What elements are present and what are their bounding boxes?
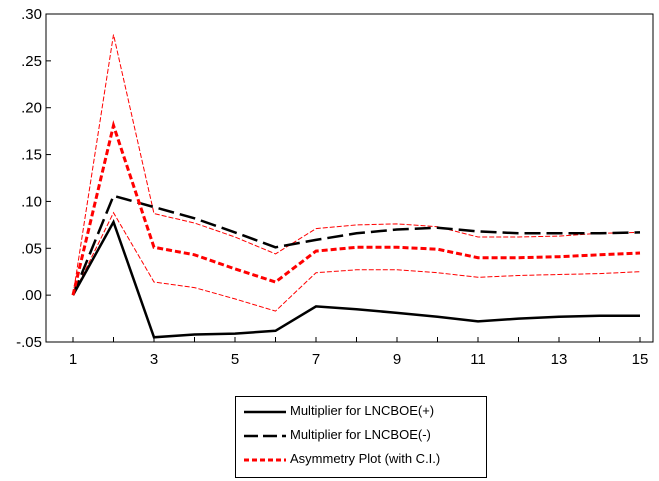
ci-lower-line xyxy=(73,213,640,311)
x-tick-label: 7 xyxy=(312,351,320,368)
x-tick-label: 13 xyxy=(551,351,568,368)
legend: Multiplier for LNCBOE(+) Multiplier for … xyxy=(235,396,487,478)
y-tick-label: .10 xyxy=(21,193,42,210)
x-tick-label: 5 xyxy=(231,351,239,368)
y-tick-label: .05 xyxy=(21,240,42,257)
y-tick-label: -.05 xyxy=(16,334,42,351)
x-tick-label: 11 xyxy=(470,351,486,368)
legend-item-negative: Multiplier for LNCBOE(-) xyxy=(236,426,486,446)
y-tick-label: .20 xyxy=(21,100,42,117)
y-tick-label: .15 xyxy=(21,147,42,164)
series-group xyxy=(73,35,640,338)
legend-swatch-longdash xyxy=(242,429,288,443)
y-tick-label: .25 xyxy=(21,53,42,70)
x-tick-label: 15 xyxy=(632,351,649,368)
y-tick-label: .30 xyxy=(21,6,42,23)
multiplier-chart: .30.25.20.15.10.05.00-.05 1 3 5 7 9 11 13 15 xyxy=(0,0,659,400)
legend-label: Asymmetry Plot (with C.I.) xyxy=(290,451,440,466)
legend-item-positive: Multiplier for LNCBOE(+) xyxy=(236,402,486,422)
legend-swatch-solid xyxy=(242,405,288,419)
y-tick-label: .00 xyxy=(21,287,42,304)
legend-label: Multiplier for LNCBOE(-) xyxy=(290,427,431,442)
x-tick-label: 9 xyxy=(393,351,401,368)
legend-swatch-reddash xyxy=(242,453,288,467)
legend-item-asymmetry: Asymmetry Plot (with C.I.) xyxy=(236,450,486,470)
series-negative-line xyxy=(73,196,640,295)
series-positive-line xyxy=(73,222,640,337)
legend-label: Multiplier for LNCBOE(+) xyxy=(290,403,434,418)
x-tick-label: 1 xyxy=(69,351,77,368)
x-tick-label: 3 xyxy=(150,351,158,368)
